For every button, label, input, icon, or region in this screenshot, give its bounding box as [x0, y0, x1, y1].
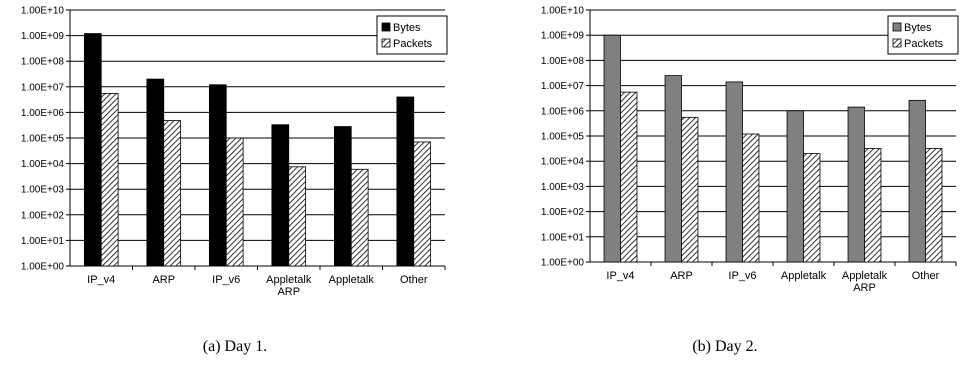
bar-packets	[100, 93, 119, 267]
category-label: IP_v4	[87, 274, 115, 286]
y-tick-label: 1.00E+04	[541, 157, 585, 168]
bar-bytes	[271, 124, 290, 267]
bar-bytes	[333, 126, 352, 267]
bar-packets	[225, 137, 244, 267]
bar-packets	[413, 141, 432, 267]
category-label: IP_v6	[212, 274, 240, 286]
category-label: IP_v6	[728, 270, 756, 282]
y-tick-label: 1.00E+02	[21, 210, 65, 221]
caption-day-2: (b) Day 2.	[692, 338, 758, 355]
y-tick-label: 1.00E+01	[541, 232, 585, 243]
bar-bytes	[146, 78, 165, 267]
legend-label: Packets	[393, 38, 433, 50]
legend-label: Packets	[904, 38, 944, 50]
bar-packets	[681, 116, 699, 263]
y-tick-label: 1.00E+03	[21, 185, 65, 196]
y-tick-label: 1.00E+03	[541, 182, 585, 193]
legend-label: Bytes	[904, 22, 932, 34]
legend-swatch-packets	[892, 38, 902, 48]
y-tick-label: 1.00E+06	[21, 108, 65, 119]
category-label: IP_v4	[606, 270, 634, 282]
bar-packets	[864, 148, 882, 263]
bar-bytes	[725, 81, 743, 263]
bar-packets	[288, 166, 307, 267]
bar-bytes	[847, 106, 865, 263]
category-label: Other	[912, 270, 940, 282]
category-label: Appletalk	[266, 274, 312, 286]
y-tick-label: 1.00E+01	[21, 236, 65, 247]
category-label: ARP	[670, 270, 693, 282]
y-tick-label: 1.00E+06	[541, 106, 585, 117]
legend-swatch-bytes	[892, 22, 902, 32]
bar-packets	[742, 133, 760, 263]
category-label: ARP	[277, 286, 300, 298]
y-tick-label: 1.00E+04	[21, 159, 65, 170]
legend-swatch-packets	[381, 38, 391, 48]
category-label: Appletalk	[329, 274, 375, 286]
bar-chart-day-1: 1.00E+00 1.00E+01 1.00E+02 1.00E+03 1.00E+04…	[21, 6, 448, 298]
caption-day-1: (a) Day 1.	[202, 338, 268, 355]
y-tick-label: 1.00E+07	[541, 81, 585, 92]
y-tick-label: 1.00E+08	[21, 57, 65, 68]
bar-bytes	[83, 33, 102, 267]
bar-packets	[350, 168, 369, 267]
y-tick-label: 1.00E+10	[21, 6, 65, 17]
y-tick-label: 1.00E+02	[541, 207, 585, 218]
legend: Bytes Packets	[376, 15, 448, 55]
y-tick-label: 1.00E+05	[21, 134, 65, 145]
category-label: Appletalk	[842, 270, 888, 282]
y-tick-label: 1.00E+00	[21, 262, 65, 273]
y-tick-label: 1.00E+09	[21, 31, 65, 42]
y-tick-label: 1.00E+05	[541, 132, 585, 143]
legend: Bytes Packets	[887, 15, 959, 55]
y-tick-label: 1.00E+07	[21, 82, 65, 93]
bar-bytes	[208, 84, 227, 267]
bar-packets	[925, 148, 943, 263]
bar-bytes	[786, 110, 804, 263]
category-label: ARP	[152, 274, 175, 286]
y-tick-label: 1.00E+10	[541, 6, 585, 17]
category-label: Other	[400, 274, 428, 286]
legend-swatch-bytes	[381, 22, 391, 32]
y-tick-label: 1.00E+09	[541, 31, 585, 42]
bar-bytes	[664, 75, 682, 263]
category-label: Appletalk	[781, 270, 827, 282]
category-label: ARP	[853, 282, 876, 294]
bar-bytes	[603, 34, 621, 263]
bar-packets	[803, 153, 821, 263]
bar-bytes	[396, 96, 415, 267]
chart-panel-day-2: 1.00E+00 1.00E+01 1.00E+02 1.00E+03 1.00E+04…	[490, 0, 960, 387]
bar-chart-day-2: 1.00E+00 1.00E+01 1.00E+02 1.00E+03 1.00E+04…	[541, 6, 959, 294]
chart-panel-day-1: 1.00E+00 1.00E+01 1.00E+02 1.00E+03 1.00E+04…	[0, 0, 470, 387]
bar-bytes	[908, 99, 926, 263]
bar-packets	[163, 120, 182, 267]
bar-packets	[620, 91, 638, 263]
y-tick-label: 1.00E+08	[541, 56, 585, 67]
legend-label: Bytes	[393, 22, 421, 34]
y-tick-label: 1.00E+00	[541, 258, 585, 269]
